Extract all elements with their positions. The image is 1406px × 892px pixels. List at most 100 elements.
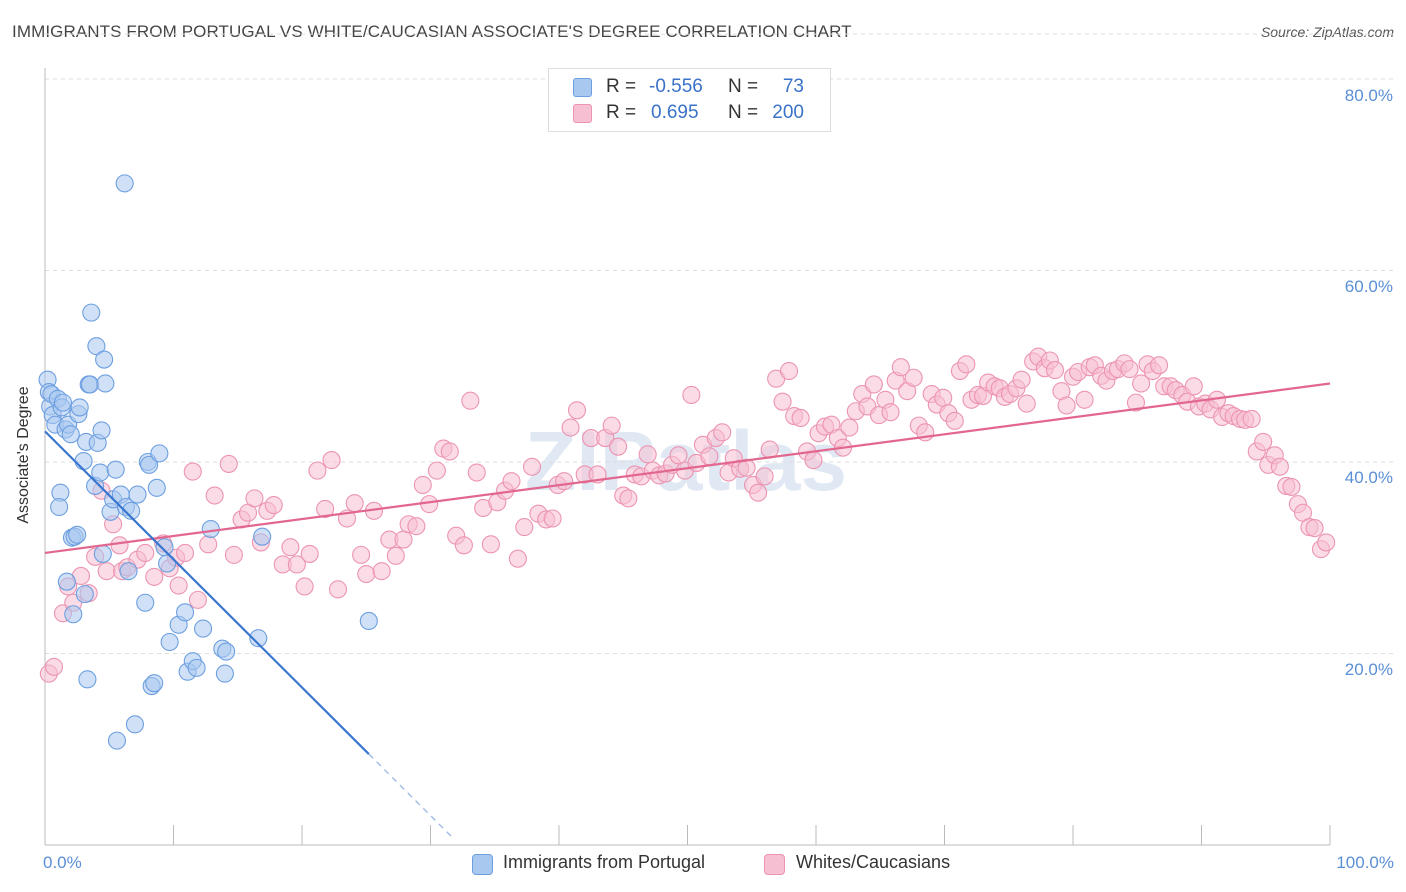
whites-caucasians-point [413, 475, 432, 495]
immigrants-from-portugal-point [95, 350, 114, 369]
immigrants-from-portugal-point [160, 632, 179, 652]
whites-caucasians-point [1057, 396, 1076, 415]
whites-caucasians-point [713, 423, 732, 442]
immigrants-from-portugal-trend-line [44, 430, 370, 755]
immigrants-from-portugal-point [61, 425, 80, 444]
immigrants-from-portugal-point [107, 731, 127, 750]
whites-caucasians-point [791, 408, 810, 428]
immigrants-from-portugal-point [106, 460, 125, 479]
whites-caucasians-point [638, 445, 657, 464]
whites-caucasians-point [308, 461, 327, 480]
whites-caucasians-point [1120, 360, 1139, 379]
immigrants-from-portugal-point [176, 603, 195, 622]
whites-caucasians-point [345, 494, 364, 513]
immigrants-from-portugal-point [115, 174, 134, 193]
immigrants-from-portugal-point [53, 393, 73, 412]
y-axis-label: Associate's Degree [15, 386, 32, 524]
whites-caucasians-point [555, 472, 574, 491]
whites-caucasians-point [352, 545, 371, 564]
blue-swatch-icon [573, 78, 592, 97]
chart-title: IMMIGRANTS FROM PORTUGAL VS WHITE/CAUCAS… [12, 22, 852, 41]
legend-item-label: Immigrants from Portugal [503, 852, 706, 872]
whites-caucasians-point [467, 463, 486, 482]
legend-item-label: Whites/Caucasians [796, 852, 951, 872]
whites-caucasians-point [1305, 519, 1324, 538]
immigrants-from-portugal-point [215, 664, 234, 683]
immigrants-from-portugal-point [91, 463, 110, 482]
whites-caucasians-point [602, 416, 621, 435]
whites-caucasians-point [176, 543, 195, 563]
whites-caucasians-point [934, 388, 953, 407]
whites-caucasians-point [749, 483, 768, 502]
whites-caucasians-point [1254, 432, 1273, 451]
whites-caucasians-trend-line [44, 382, 1331, 555]
whites-caucasians-point [169, 576, 188, 595]
whites-caucasians-point [372, 562, 391, 581]
whites-caucasians-point [264, 496, 283, 515]
whites-caucasians-point [199, 535, 218, 554]
whites-caucasians-point [1270, 457, 1289, 476]
immigrants-from-portugal-trend-extension [368, 753, 453, 838]
whites-caucasians-point [609, 437, 628, 456]
whites-caucasians-point [440, 442, 459, 461]
immigrants-from-portugal-point [136, 593, 155, 612]
y-tick-label: 80.0% [1344, 86, 1393, 105]
x-tick-label: 0.0% [43, 853, 82, 872]
whites-caucasians-point [1017, 394, 1036, 413]
immigrants-from-portugal-point [201, 519, 220, 539]
whites-caucasians-point [454, 536, 473, 555]
whites-caucasians-point [945, 411, 964, 430]
whites-caucasians-point [328, 580, 348, 599]
legend-row-portugal: R = -0.556 N = 73 [549, 74, 830, 100]
whites-caucasians-point [44, 657, 64, 676]
immigrants-from-portugal-point [145, 674, 164, 693]
immigrants-from-portugal-point [187, 658, 206, 677]
immigrants-from-portugal-point [87, 337, 106, 356]
immigrants-from-portugal-point [150, 444, 169, 463]
whites-caucasians-point [1132, 374, 1151, 393]
whites-caucasians-point [300, 544, 319, 563]
whites-caucasians-point [779, 361, 799, 381]
whites-caucasians-point [188, 590, 207, 609]
whites-caucasians-point [1282, 477, 1301, 496]
immigrants-from-portugal-point [158, 554, 177, 573]
pink-swatch-icon [573, 104, 592, 123]
whites-caucasians-point [773, 392, 792, 411]
immigrants-from-portugal-point [128, 485, 147, 504]
blue-swatch-icon [472, 854, 493, 875]
immigrants-from-portugal-point [57, 572, 76, 591]
immigrants-from-portugal-point [70, 398, 89, 417]
whites-caucasians-point [904, 368, 923, 387]
whites-caucasians-point [755, 467, 774, 486]
whites-caucasians-point [619, 489, 638, 508]
whites-caucasians-point [1184, 377, 1203, 396]
immigrants-from-portugal-point [140, 455, 159, 474]
x-tick-label: 100.0% [1336, 853, 1394, 872]
whites-caucasians-points [39, 347, 1336, 683]
whites-caucasians-point [295, 577, 314, 596]
immigrants-from-portugal-point [125, 715, 144, 734]
immigrants-from-portugal-point [96, 374, 115, 393]
immigrants-from-portugal-point [122, 501, 141, 520]
whites-caucasians-point [461, 391, 480, 410]
immigrants-from-portugal-points [38, 174, 378, 750]
whites-caucasians-point [543, 509, 562, 528]
whites-caucasians-point [804, 451, 823, 470]
whites-caucasians-point [515, 518, 534, 537]
legend-r-value: -0.556 [649, 76, 703, 97]
whites-caucasians-point [957, 355, 976, 374]
immigrants-from-portugal-point [93, 544, 112, 563]
immigrants-from-portugal-point [75, 585, 94, 604]
whites-caucasians-point [245, 489, 264, 508]
y-tick-label: 60.0% [1344, 277, 1393, 296]
series-legend: Immigrants from Portugal Whites/Caucasia… [0, 852, 1406, 878]
whites-caucasians-point [110, 536, 129, 555]
immigrants-from-portugal-point [92, 421, 111, 440]
whites-caucasians-point [1150, 356, 1169, 375]
whites-caucasians-point [136, 543, 155, 563]
whites-caucasians-point [97, 562, 116, 581]
immigrants-from-portugal-point [359, 611, 378, 630]
whites-caucasians-point [561, 418, 580, 437]
whites-caucasians-point [322, 451, 341, 470]
